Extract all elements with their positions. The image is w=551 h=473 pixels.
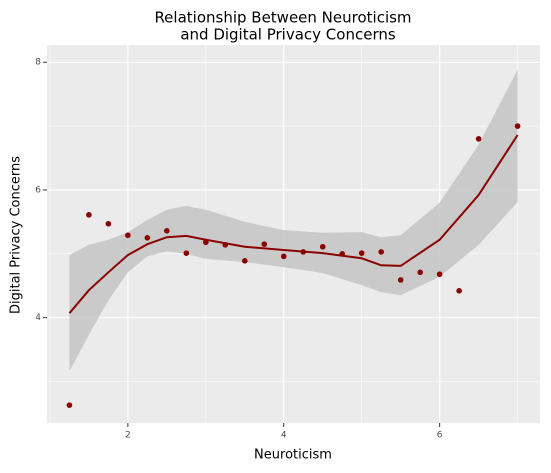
point [358, 250, 365, 256]
x-axis-title: Neuroticism [254, 448, 332, 463]
y-axis-title: Digital Privacy Concerns [9, 156, 24, 314]
point [222, 242, 229, 248]
y-tick-label: 4 [35, 313, 41, 323]
point [417, 269, 423, 276]
point [514, 123, 521, 129]
point [105, 220, 112, 227]
x-tick-label: 2 [125, 431, 131, 441]
point [261, 241, 268, 248]
chart-title: Relationship Between Neuroticism [154, 9, 411, 27]
smooth-line [68, 134, 519, 314]
x-tick-label: 6 [437, 431, 443, 441]
chart-subtitle: and Digital Privacy Concerns [180, 26, 396, 44]
point [436, 271, 443, 278]
x-tick-label: 4 [281, 431, 287, 441]
y-tick-label: 6 [35, 185, 41, 195]
point [144, 235, 151, 241]
point [475, 136, 482, 142]
point [183, 250, 190, 256]
point [241, 258, 248, 264]
point [339, 250, 346, 257]
point [125, 232, 131, 239]
confidence-band [69, 69, 518, 372]
point [280, 253, 287, 260]
point [378, 249, 384, 255]
y-tick-label: 8 [35, 58, 41, 68]
point [319, 243, 326, 250]
point [456, 288, 462, 294]
point [203, 239, 209, 246]
point [300, 249, 307, 255]
point [397, 277, 404, 283]
point [86, 212, 92, 218]
point [164, 228, 170, 234]
point [66, 402, 73, 408]
